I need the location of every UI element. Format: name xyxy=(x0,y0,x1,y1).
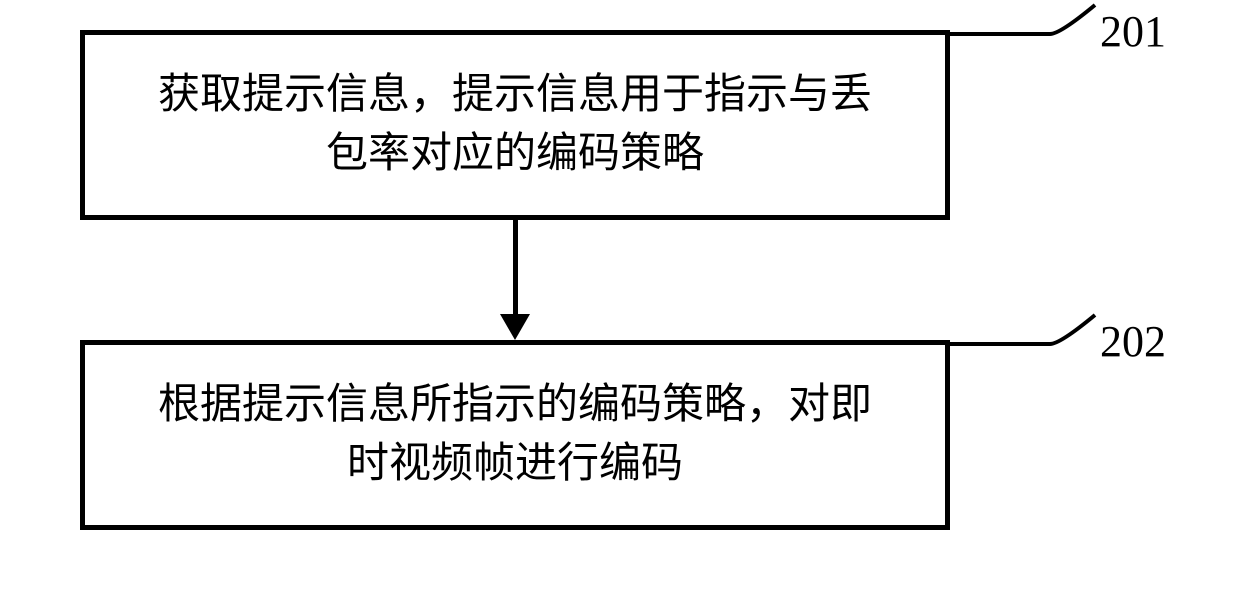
flowchart-step-2-text: 根据提示信息所指示的编码策略，对即 时视频帧进行编码 xyxy=(158,376,872,494)
flow-arrow-head-icon xyxy=(500,314,530,343)
flow-arrow-line xyxy=(513,220,518,314)
callout-line-201 xyxy=(942,0,1103,42)
flowchart-step-1-text: 获取提示信息，提示信息用于指示与丢 包率对应的编码策略 xyxy=(158,66,872,184)
flowchart-step-1: 获取提示信息，提示信息用于指示与丢 包率对应的编码策略 xyxy=(80,30,950,220)
flowchart-canvas: 获取提示信息，提示信息用于指示与丢 包率对应的编码策略 根据提示信息所指示的编码… xyxy=(0,0,1239,611)
callout-line-202 xyxy=(942,307,1103,352)
flowchart-step-2: 根据提示信息所指示的编码策略，对即 时视频帧进行编码 xyxy=(80,340,950,530)
callout-label-201: 201 xyxy=(1100,6,1166,57)
callout-label-202: 202 xyxy=(1100,316,1166,367)
